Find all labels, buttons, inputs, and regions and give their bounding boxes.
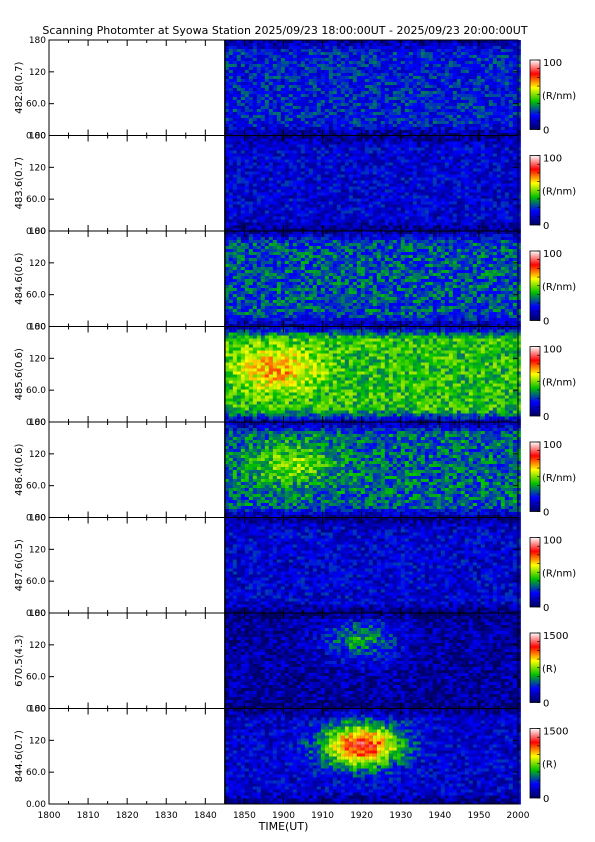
heatmap-cells (224, 326, 521, 423)
y-tick-label: 180 (29, 227, 46, 237)
y-tick-label: 120 (29, 450, 46, 460)
colorbar-max-label: 100 (543, 345, 562, 356)
colorbar-max-label: 100 (543, 154, 562, 165)
x-tick-label: 1830 (155, 811, 178, 821)
channel-label: 487.6(0.5) (14, 539, 25, 591)
x-tick-label: 1850 (233, 811, 256, 821)
x-tick-label: 1810 (77, 811, 100, 821)
y-tick-label: 60.0 (26, 768, 46, 778)
colorbar-unit-label: (R/nm) (542, 186, 576, 197)
heatmap-cells (224, 517, 521, 614)
y-tick-label: 120 (29, 641, 46, 651)
colorbar-unit-label: (R/nm) (542, 91, 576, 102)
heatmap-cells (224, 231, 521, 327)
colorbar-unit-label: (R/nm) (542, 282, 576, 293)
y-tick-label: 60.0 (26, 482, 46, 492)
heatmap-cells (224, 422, 521, 518)
x-tick-label: 1930 (389, 811, 412, 821)
y-tick-label: 120 (29, 68, 46, 78)
y-tick-label: 60.0 (26, 577, 46, 587)
y-tick-label: 0.00 (26, 609, 46, 619)
channel-label: 486.4(0.6) (14, 443, 25, 495)
chart-title: Scanning Photomter at Syowa Station 2025… (42, 24, 528, 37)
y-tick-label: 60.0 (26, 195, 46, 205)
channel-label: 844.6(0.7) (14, 730, 25, 782)
y-tick-label: 0.00 (26, 514, 46, 524)
x-tick-label: 1800 (38, 811, 61, 821)
x-tick-label: 1900 (272, 811, 295, 821)
channel-label: 484.6(0.6) (14, 252, 25, 304)
y-tick-label: 180 (29, 418, 46, 428)
colorbar-max-label: 100 (543, 58, 562, 69)
channel-label: 485.6(0.6) (14, 348, 25, 400)
colorbar-unit-label: (R) (542, 664, 557, 675)
colorbar-min-label: 0 (543, 126, 549, 137)
colorbar-unit-label: (R) (542, 759, 557, 770)
colorbar-max-label: 1500 (543, 631, 568, 642)
colorbar-max-label: 100 (543, 440, 562, 451)
colorbar-max-label: 1500 (543, 727, 568, 738)
panel-4: 0.00 60.0 120 180 485.6(0.6) 100 (R/nm) 0 (14, 323, 576, 429)
channel-label: 482.8(0.7) (14, 61, 25, 113)
colorbar-unit-label: (R/nm) (542, 377, 576, 388)
colorbar-min-label: 0 (543, 221, 549, 232)
colorbar-min-label: 0 (543, 699, 549, 710)
y-tick-label: 60.0 (26, 386, 46, 396)
panel-3: 0.00 60.0 120 180 484.6(0.6) 100 (R/nm) 0 (14, 227, 576, 333)
y-tick-label: 0.00 (26, 705, 46, 715)
y-tick-label: 60.0 (26, 291, 46, 301)
y-tick-label: 180 (29, 36, 46, 46)
colorbar-min-label: 0 (543, 317, 549, 328)
panel-6: 0.00 60.0 120 180 487.6(0.5) 100 (R/nm) 0 (14, 514, 576, 620)
panel-7: 0.00 60.0 120 180 670.5(4.3) 1500 (R) 0 (14, 609, 568, 715)
y-tick-label: 180 (29, 514, 46, 524)
y-tick-label: 0.00 (26, 227, 46, 237)
y-tick-label: 0.00 (26, 800, 46, 810)
y-tick-label: 0.00 (26, 418, 46, 428)
y-tick-label: 180 (29, 705, 46, 715)
colorbar-min-label: 0 (543, 794, 549, 805)
y-tick-label: 0.00 (26, 132, 46, 142)
y-tick-label: 120 (29, 259, 46, 269)
y-tick-label: 120 (29, 354, 46, 364)
heatmap-cells (224, 708, 521, 805)
colorbar-max-label: 100 (543, 536, 562, 547)
y-tick-label: 0.00 (26, 323, 46, 333)
colorbar-min-label: 0 (543, 412, 549, 423)
x-tick-label: 1910 (311, 811, 334, 821)
x-tick-label: 2000 (507, 811, 530, 821)
panel-1: 0.00 60.0 120 180 482.8(0.7) 100 (R/nm) 0 (14, 36, 576, 142)
x-axis-label: TIME(UT) (258, 820, 309, 833)
colorbar-min-label: 0 (543, 508, 549, 519)
channel-label: 483.6(0.7) (14, 157, 25, 209)
panel-2: 0.00 60.0 120 180 483.6(0.7) 100 (R/nm) 0 (14, 132, 576, 238)
heatmap-cells (224, 135, 521, 232)
x-tick-label: 1920 (350, 811, 373, 821)
x-tick-label: 1940 (428, 811, 451, 821)
y-tick-label: 120 (29, 163, 46, 173)
panel-5: 0.00 60.0 120 180 486.4(0.6) 100 (R/nm) 0 (14, 418, 576, 524)
y-tick-label: 180 (29, 323, 46, 333)
x-tick-label: 1820 (116, 811, 139, 821)
colorbar-min-label: 0 (543, 603, 549, 614)
heatmap-cells (224, 40, 521, 136)
x-tick-label: 1950 (467, 811, 490, 821)
y-tick-label: 60.0 (26, 100, 46, 110)
colorbar-unit-label: (R/nm) (542, 568, 576, 579)
x-tick-label: 1840 (194, 811, 217, 821)
panel-8: 0.00 60.0 120 180 844.6(0.7) 1500 (R) 0 (14, 705, 568, 811)
y-tick-label: 120 (29, 736, 46, 746)
y-tick-label: 180 (29, 609, 46, 619)
y-tick-label: 120 (29, 545, 46, 555)
colorbar-unit-label: (R/nm) (542, 473, 576, 484)
colorbar-max-label: 100 (543, 249, 562, 260)
heatmap-cells (224, 613, 521, 709)
y-tick-label: 180 (29, 132, 46, 142)
y-tick-label: 60.0 (26, 673, 46, 683)
channel-label: 670.5(4.3) (14, 634, 25, 686)
